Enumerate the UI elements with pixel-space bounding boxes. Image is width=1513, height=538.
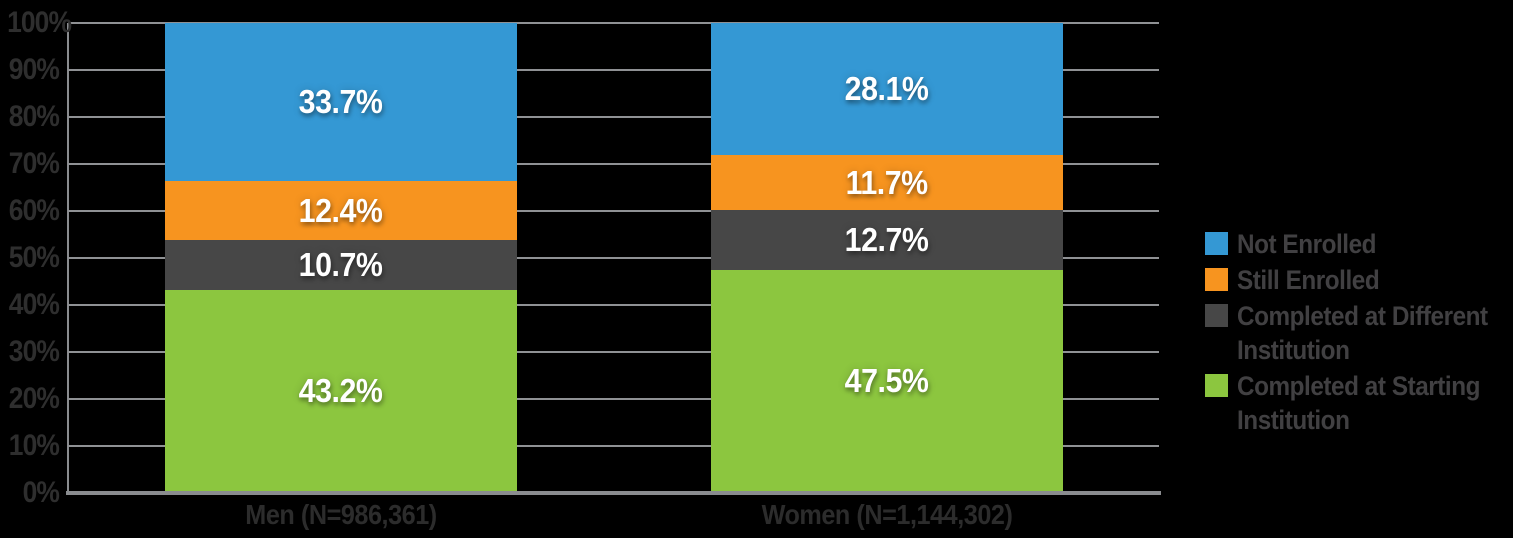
legend-item-completed-at-different-institution: Completed at Different Institution (1205, 299, 1513, 367)
y-tick-label: 90% (8, 53, 60, 86)
category-label: Men (N=986,361) (245, 499, 437, 530)
segment-value-label: 10.7% (299, 245, 383, 283)
legend: Not Enrolled Still Enrolled Completed at D… (1205, 227, 1513, 439)
segment-value-label: 11.7% (845, 163, 929, 201)
gridline (68, 445, 1159, 447)
y-tick-label: 30% (8, 335, 60, 368)
y-tick-label: 70% (8, 147, 60, 180)
segment-value-label: 12.7% (845, 220, 929, 258)
bar-segment-completed-at-different-institution: 10.7% (165, 239, 517, 290)
segment-value-label: 47.5% (845, 362, 929, 400)
y-tick-label: 10% (8, 429, 60, 462)
category-label: Women (N=1,144,302) (761, 499, 1013, 530)
gridline (68, 257, 1159, 259)
segment-value-label: 28.1% (845, 70, 929, 108)
y-tick-label: 0% (22, 476, 60, 509)
bar-segment-not-enrolled: 33.7% (165, 23, 517, 182)
legend-item-still-enrolled: Still Enrolled (1205, 263, 1513, 297)
bar-segment-completed-at-starting-institution: 43.2% (165, 289, 517, 493)
segment-value-label: 43.2% (299, 372, 383, 410)
bar-men: 33.7% 12.4% 10.7% 43.2% (165, 23, 517, 493)
y-tick-label: 100% (7, 6, 72, 39)
y-tick-label: 80% (8, 100, 60, 133)
bar-segment-still-enrolled: 11.7% (711, 155, 1063, 211)
legend-item-completed-at-starting-institution: Completed at Starting Institution (1205, 369, 1513, 437)
segment-value-label: 12.4% (299, 191, 383, 229)
gridline (68, 116, 1159, 118)
legend-item-not-enrolled: Not Enrolled (1205, 227, 1513, 261)
legend-swatch-icon (1205, 232, 1228, 255)
gridline (68, 69, 1159, 71)
y-tick-label: 50% (8, 241, 60, 274)
gridline (68, 22, 1159, 24)
legend-swatch-icon (1205, 304, 1228, 327)
legend-label: Completed at Starting Institution (1237, 371, 1481, 435)
y-tick-label: 40% (8, 288, 60, 321)
legend-label: Still Enrolled (1237, 265, 1380, 295)
y-tick-label: 60% (8, 194, 60, 227)
y-tick-label: 20% (8, 382, 60, 415)
gridline (68, 163, 1159, 165)
bar-segment-still-enrolled: 12.4% (165, 181, 517, 240)
gridline (68, 398, 1159, 400)
gridline (68, 210, 1159, 212)
bar-segment-completed-at-starting-institution: 47.5% (711, 269, 1063, 493)
legend-label: Completed at Different Institution (1237, 301, 1488, 365)
bar-segment-completed-at-different-institution: 12.7% (711, 210, 1063, 270)
gridline (68, 304, 1159, 306)
bar-segment-not-enrolled: 28.1% (711, 23, 1063, 156)
x-axis-line (66, 491, 1161, 495)
legend-swatch-icon (1205, 374, 1228, 397)
bar-women: 28.1% 11.7% 12.7% 47.5% (711, 23, 1063, 493)
legend-swatch-icon (1205, 268, 1228, 291)
segment-value-label: 33.7% (299, 83, 383, 121)
gridline (68, 351, 1159, 353)
legend-label: Not Enrolled (1237, 229, 1377, 259)
